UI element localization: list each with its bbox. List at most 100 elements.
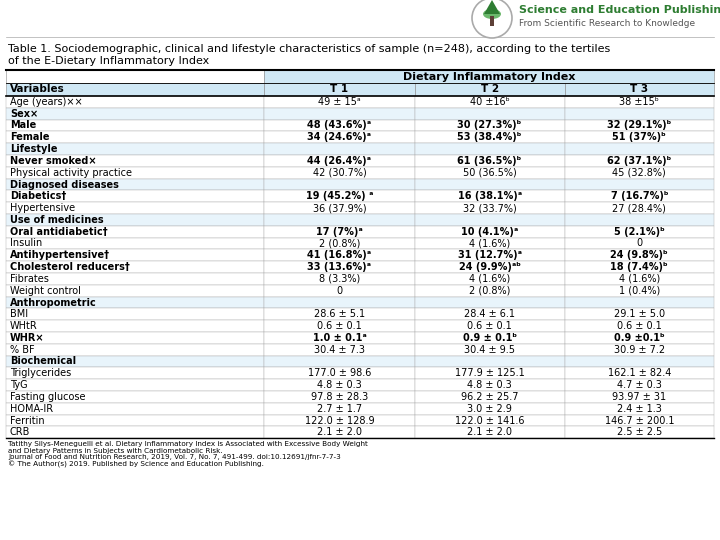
Text: 34 (24.6%)ᵃ: 34 (24.6%)ᵃ xyxy=(307,132,372,143)
Bar xyxy=(564,131,714,143)
Text: 4.8 ± 0.3: 4.8 ± 0.3 xyxy=(317,380,362,390)
Text: 31 (12.7%)ᵃ: 31 (12.7%)ᵃ xyxy=(458,251,521,260)
Text: 38 ±15ᵇ: 38 ±15ᵇ xyxy=(619,97,660,107)
Bar xyxy=(264,191,415,202)
Bar xyxy=(415,273,564,285)
Bar xyxy=(264,238,415,249)
Text: Use of medicines: Use of medicines xyxy=(10,215,104,225)
Bar xyxy=(6,83,264,96)
Text: 62 (37.1%)ᵇ: 62 (37.1%)ᵇ xyxy=(607,156,672,166)
Text: 51 (37%)ᵇ: 51 (37%)ᵇ xyxy=(613,132,666,143)
Bar xyxy=(6,391,264,403)
Text: 45 (32.8%): 45 (32.8%) xyxy=(613,168,666,178)
Text: Age (years)××: Age (years)×× xyxy=(10,97,83,107)
Bar xyxy=(415,226,564,238)
Text: 1 (0.4%): 1 (0.4%) xyxy=(618,286,660,296)
Bar xyxy=(415,367,564,379)
Bar xyxy=(564,344,714,356)
Bar xyxy=(415,96,564,108)
Bar xyxy=(264,143,415,155)
Text: Table 1. Sociodemographic, clinical and lifestyle characteristics of sample (n=2: Table 1. Sociodemographic, clinical and … xyxy=(8,44,611,54)
Bar xyxy=(6,119,264,131)
Bar xyxy=(6,143,264,155)
Text: 48 (43.6%)ᵃ: 48 (43.6%)ᵃ xyxy=(307,120,372,131)
Bar xyxy=(264,356,415,367)
Text: 29.1 ± 5.0: 29.1 ± 5.0 xyxy=(613,309,665,319)
Text: 28.6 ± 5.1: 28.6 ± 5.1 xyxy=(314,309,365,319)
Bar xyxy=(6,238,264,249)
Bar xyxy=(6,249,264,261)
Text: 7 (16.7%)ᵇ: 7 (16.7%)ᵇ xyxy=(611,191,668,201)
Bar xyxy=(415,308,564,320)
Bar xyxy=(564,143,714,155)
Bar xyxy=(264,320,415,332)
Bar xyxy=(264,108,415,119)
Bar xyxy=(264,344,415,356)
Bar xyxy=(264,367,415,379)
Text: 49 ± 15ᵃ: 49 ± 15ᵃ xyxy=(318,97,361,107)
Bar xyxy=(264,214,415,226)
Bar xyxy=(264,296,415,308)
Text: 122.0 ± 141.6: 122.0 ± 141.6 xyxy=(455,415,524,426)
Bar xyxy=(6,285,264,296)
Bar xyxy=(264,273,415,285)
Text: 5 (2.1%)ᵇ: 5 (2.1%)ᵇ xyxy=(614,227,665,237)
Text: Triglycerides: Triglycerides xyxy=(10,368,71,379)
Text: 4.8 ± 0.3: 4.8 ± 0.3 xyxy=(467,380,512,390)
Text: Insulin: Insulin xyxy=(10,239,42,248)
Bar xyxy=(415,119,564,131)
Text: 2.1 ± 2.0: 2.1 ± 2.0 xyxy=(317,427,362,437)
Text: WHtR: WHtR xyxy=(10,321,37,331)
Bar xyxy=(264,332,415,344)
Bar xyxy=(564,356,714,367)
Text: 2 (0.8%): 2 (0.8%) xyxy=(469,286,510,296)
Circle shape xyxy=(472,0,512,38)
Text: Anthropometric: Anthropometric xyxy=(10,298,96,307)
Text: From Scientific Research to Knowledge: From Scientific Research to Knowledge xyxy=(519,19,695,29)
Text: Never smoked×: Never smoked× xyxy=(10,156,96,166)
Bar xyxy=(415,415,564,427)
Bar xyxy=(415,214,564,226)
Bar xyxy=(264,261,415,273)
Bar xyxy=(564,108,714,119)
Bar xyxy=(264,131,415,143)
Bar xyxy=(6,296,264,308)
Bar xyxy=(6,403,264,415)
Text: CRB: CRB xyxy=(10,427,30,437)
Bar xyxy=(6,273,264,285)
Bar xyxy=(6,202,264,214)
Bar xyxy=(415,131,564,143)
Bar xyxy=(415,320,564,332)
Text: 18 (7.4%)ᵇ: 18 (7.4%)ᵇ xyxy=(611,262,668,272)
Bar xyxy=(264,249,415,261)
Bar xyxy=(415,143,564,155)
Text: 44 (26.4%)ᵃ: 44 (26.4%)ᵃ xyxy=(307,156,372,166)
Bar xyxy=(564,273,714,285)
Text: 0: 0 xyxy=(636,239,642,248)
Text: 2.1 ± 2.0: 2.1 ± 2.0 xyxy=(467,427,512,437)
Text: 4 (1.6%): 4 (1.6%) xyxy=(469,274,510,284)
Text: Tatithy Silys-Meneguelli et al. Dietary Inflammatory Index is Associated with Ex: Tatithy Silys-Meneguelli et al. Dietary … xyxy=(8,441,368,447)
Text: 0: 0 xyxy=(336,286,343,296)
Text: 8 (3.3%): 8 (3.3%) xyxy=(319,274,360,284)
Text: TyG: TyG xyxy=(10,380,27,390)
Text: Lifestyle: Lifestyle xyxy=(10,144,58,154)
Text: 122.0 ± 128.9: 122.0 ± 128.9 xyxy=(305,415,374,426)
Bar xyxy=(415,191,564,202)
Bar xyxy=(415,202,564,214)
Bar xyxy=(264,83,415,96)
Bar xyxy=(564,83,714,96)
Text: 146.7 ± 200.1: 146.7 ± 200.1 xyxy=(605,415,674,426)
Bar xyxy=(264,379,415,391)
Text: T 1: T 1 xyxy=(330,84,348,94)
Bar xyxy=(564,332,714,344)
Text: 3.0 ± 2.9: 3.0 ± 2.9 xyxy=(467,404,512,414)
Text: and Dietary Patterns in Subjects with Cardiometabolic Risk.: and Dietary Patterns in Subjects with Ca… xyxy=(8,448,222,454)
Text: 30.9 ± 7.2: 30.9 ± 7.2 xyxy=(613,345,665,355)
Bar xyxy=(264,308,415,320)
Text: 2 (0.8%): 2 (0.8%) xyxy=(319,239,360,248)
Bar xyxy=(6,367,264,379)
Bar xyxy=(6,70,264,83)
Text: Fasting glucose: Fasting glucose xyxy=(10,392,86,402)
Text: Journal of Food and Nutrition Research, 2019, Vol. 7, No. 7, 491-499. doi:10.126: Journal of Food and Nutrition Research, … xyxy=(8,454,341,460)
